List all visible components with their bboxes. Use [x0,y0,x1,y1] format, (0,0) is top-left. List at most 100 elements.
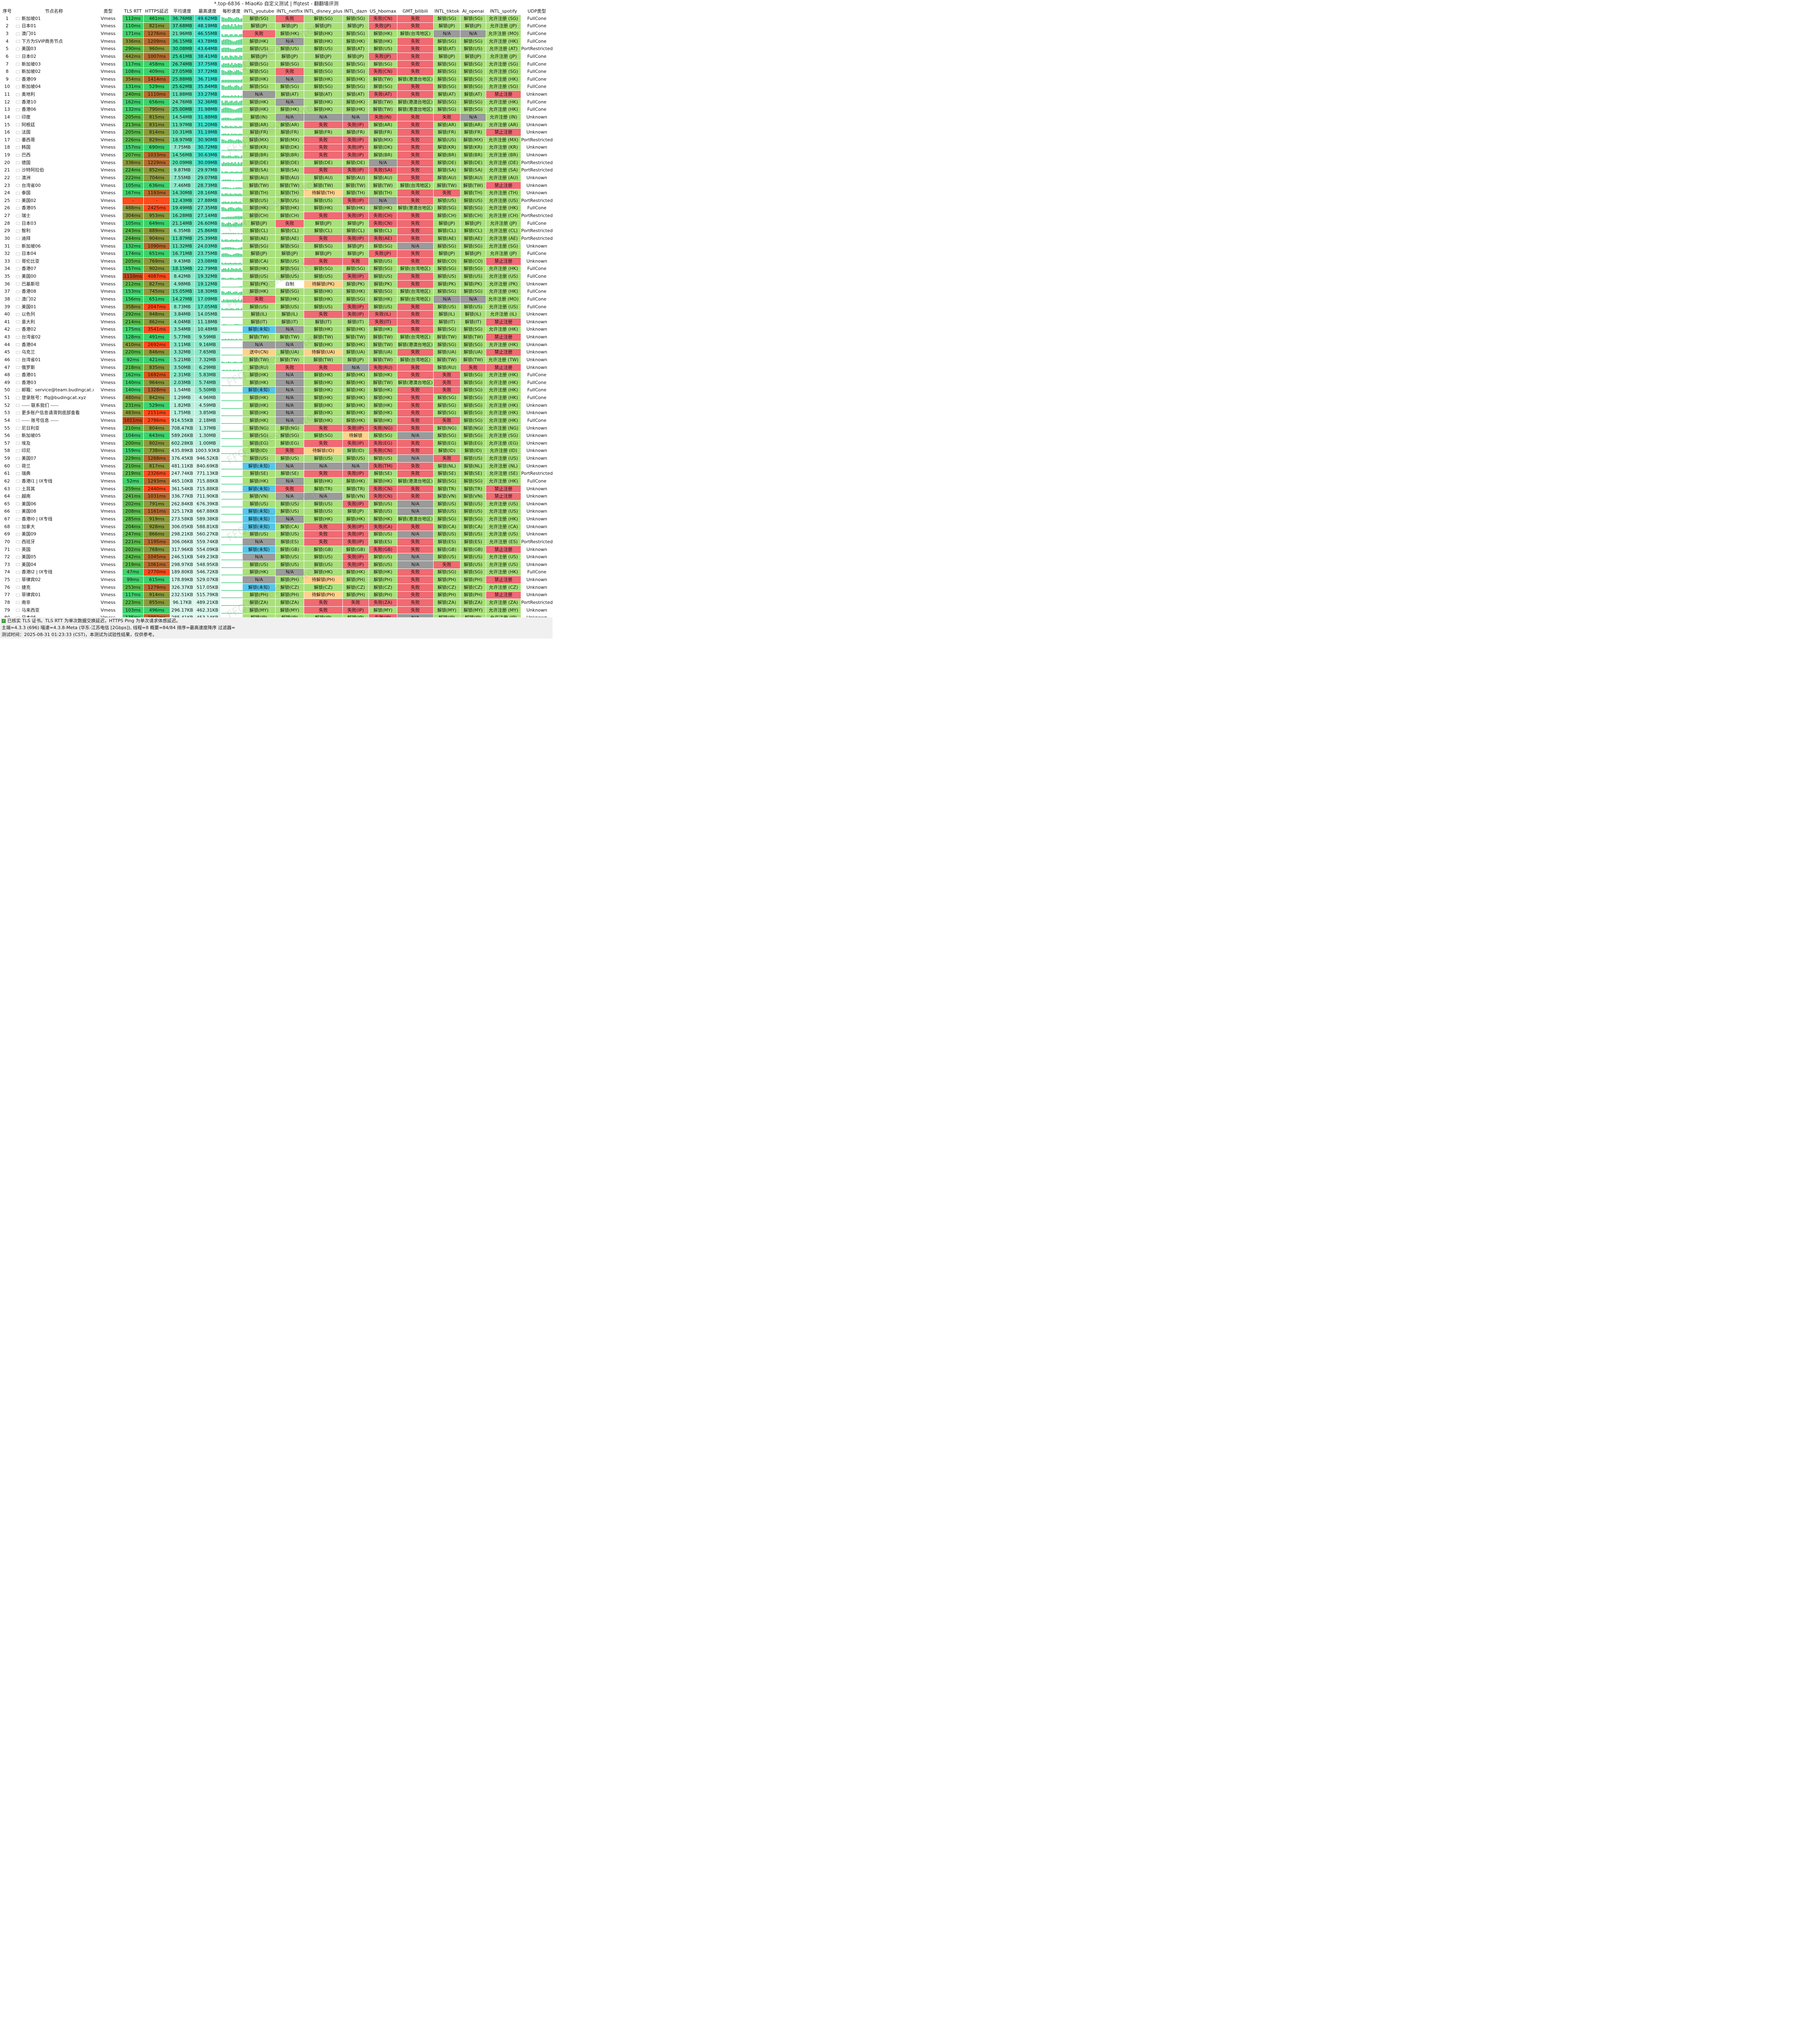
table-row[interactable]: 35 美国00 Vmess 1110ms 4087ms 8.42MB 19.32MB 解锁(U… [0,272,553,281]
table-row[interactable]: 6 日本02 Vmess 442ms 1007ms 25.61MB 38.41MB 解锁(JP… [0,53,553,61]
table-row[interactable]: 1 新加坡01 Vmess 112ms 461ms 36.76MB 49.62MB 解锁(SG… [0,15,553,23]
table-row[interactable]: 27 瑞士 Vmess 304ms 953ms 16.28MB 27.14MB 解锁(CH) 解… [0,212,553,220]
column-header[interactable]: INTL_tiktok [433,7,460,15]
unlock-status: N/A [342,462,369,470]
table-row[interactable]: 37 香港08 Vmess 153ms 745ms 15.05MB 18.30MB 解锁(HK… [0,287,553,296]
column-header[interactable]: 每秒速度 [220,7,243,15]
table-row[interactable]: 68 加拿大 Vmess 204ms 928ms 306.05KB 588.81KB 解锁(未… [0,522,553,531]
table-row[interactable]: 19 巴西 Vmess 207ms 1033ms 14.56MB 30.63MB 解锁(BR)… [0,151,553,159]
table-row[interactable]: 58 印尼 Vmess 159ms 738ms 435.89KB 1003.93KB 解锁(I… [0,447,553,455]
table-row[interactable]: 2 日本01 Vmess 110ms 821ms 37.68MB 48.19MB 解锁(JP)… [0,22,553,31]
table-row[interactable]: 34 香港07 Vmess 157ms 902ms 18.15MB 22.79MB 解锁(HK… [0,265,553,273]
column-header[interactable]: INTL_netflix [275,7,304,15]
table-row[interactable]: 77 菲律宾01 Vmess 117ms 914ms 232.51KB 515.79KB 解锁… [0,591,553,599]
table-row[interactable]: 9 香港09 Vmess 354ms 1414ms 25.88MB 36.71MB 解锁(HK… [0,75,553,83]
table-row[interactable]: 60 荷兰 Vmess 210ms 817ms 481.11KB 840.69KB 解锁(未知… [0,462,553,470]
table-row[interactable]: 5 美国03 Vmess 290ms 960ms 30.08MB 43.64MB 解锁(US)… [0,45,553,53]
table-row[interactable]: 29 智利 Vmess 243ms 889ms 6.35MB 25.86MB 解锁(CL) 解锁… [0,227,553,235]
table-row[interactable]: 11 奥地利 Vmess 240ms 1110ms 11.88MB 33.27MB N/A 解锁… [0,90,553,99]
table-row[interactable]: 21 沙特阿拉伯 Vmess 224ms 852ms 9.87MB 29.97MB 解锁(SA… [0,166,553,175]
table-row[interactable]: 32 日本04 Vmess 174ms 651ms 16.71MB 23.75MB 解锁(JP… [0,250,553,258]
column-header[interactable]: HTTPS延迟 [143,7,170,15]
table-row[interactable]: 22 澳洲 Vmess 222ms 704ms 7.55MB 29.07MB 解锁(AU) 解锁… [0,174,553,182]
table-row[interactable]: 55 尼日利亚 Vmess 210ms 804ms 708.47KB 1.37MB 解锁(NG… [0,424,553,432]
table-row[interactable]: 47 俄罗斯 Vmess 218ms 835ms 3.50MB 6.29MB 解锁(RU) 失败… [0,363,553,372]
table-row[interactable]: 42 香港02 Vmess 175ms 3541ms 3.54MB 10.48MB 解锁(未知… [0,325,553,334]
table-row[interactable]: 56 新加坡05 Vmess 104ms 643ms 589.26KB 1.30MB 解锁(S… [0,432,553,440]
table-row[interactable]: 39 美国01 Vmess 358ms 2047ms 8.73MB 17.05MB 解锁(US… [0,303,553,311]
table-row[interactable]: 15 阿根廷 Vmess 213ms 831ms 11.97MB 31.20MB 解锁(AR)… [0,121,553,129]
table-row[interactable]: 7 新加坡03 Vmess 117ms 458ms 26.74MB 37.75MB 解锁(SG… [0,60,553,68]
table-row[interactable]: 16 法国 Vmess 205ms 814ms 10.31MB 31.19MB 解锁(FR) 解… [0,128,553,136]
table-row[interactable]: 70 西班牙 Vmess 221ms 1195ms 306.06KB 559.74KB N/A… [0,538,553,546]
table-row[interactable]: 43 台湾省02 Vmess 128ms 491ms 5.77MB 9.59MB 解锁(TW)… [0,333,553,341]
table-row[interactable]: 76 捷克 Vmess 253ms 1279ms 326.37KB 517.05KB 解锁(未… [0,583,553,592]
column-header[interactable]: 类型 [94,7,123,15]
table-row[interactable]: 69 美国09 Vmess 247ms 866ms 298.21KB 560.27KB 解锁(… [0,530,553,539]
table-row[interactable]: 26 香港05 Vmess 488ms 2425ms 19.49MB 27.35MB 解锁(H… [0,204,553,213]
table-row[interactable]: 25 美国02 Vmess - -12.43MB 27.88MB 解锁(US) 解锁(US) 解… [0,197,553,205]
table-row[interactable]: 23 台湾省00 Vmess 105ms 636ms 7.46MB 28.73MB 解锁(TW… [0,181,553,190]
table-row[interactable]: 40 以色列 Vmess 292ms 948ms 3.84MB 14.05MB 解锁(IL) 解… [0,310,553,318]
sparkline-bar [223,499,224,500]
table-row[interactable]: 33 哥伦比亚 Vmess 205ms 769ms 9.43MB 23.08MB 解锁(CA)… [0,257,553,265]
table-row[interactable]: 48 香港01 Vmess 162ms 1692ms 2.31MB 5.83MB 解锁(HK)… [0,371,553,379]
unlock-status: 解锁(未知) [242,485,276,493]
table-row[interactable]: 53 更多账户信息请滑到底部查看 Vmess 483ms 2151ms 1.75MB 3.8… [0,409,553,417]
table-row[interactable]: 54 ----- 账号信息 ----- Vmess 1011ms 2786ms 914.5… [0,417,553,425]
column-header[interactable]: TLS RTT [122,7,144,15]
table-row[interactable]: 28 日本03 Vmess 105ms 649ms 21.14MB 26.60MB 解锁(JP… [0,219,553,228]
column-header[interactable]: 最高速度 [194,7,221,15]
table-row[interactable]: 31 新加坡06 Vmess 132ms 1090ms 11.32MB 24.03MB 解锁(… [0,242,553,250]
table-row[interactable]: 78 南非 Vmess 223ms 855ms 96.17KB 489.21KB 解锁(ZA)… [0,599,553,607]
table-row[interactable]: 50 邮箱：service@team.budingcat.xyz Vmess 140m… [0,386,553,395]
table-row[interactable]: 66 美国08 Vmess 208ms 1161ms 325.17KB 667.88KB 解锁… [0,507,553,516]
table-row[interactable]: 51 登录账号：ffq@budingcat.xyz Vmess 480ms 842ms 1… [0,394,553,402]
column-header[interactable]: 节点名称 [14,7,94,15]
table-row[interactable]: 41 意大利 Vmess 214ms 862ms 4.04MB 11.18MB 解锁(IT) 解… [0,318,553,326]
table-row[interactable]: 13 香港06 Vmess 132ms 790ms 25.00MB 31.98MB 解锁(HK… [0,105,553,114]
table-row[interactable]: 36 巴基斯坦 Vmess 212ms 827ms 4.98MB 19.12MB 解锁(PK)… [0,280,553,288]
table-row[interactable]: 71 英国 Vmess 202ms 768ms 317.96KB 554.09KB 解锁(未知… [0,545,553,554]
column-header[interactable]: 序号 [0,7,14,15]
table-row[interactable]: 38 澳门02 Vmess 156ms 651ms 14.27MB 17.09MB 失败 解锁(… [0,295,553,303]
column-header[interactable]: INTL_dazn [342,7,369,15]
table-row[interactable]: 52 ----- 联系我们 ----- Vmess 231ms 529ms 1.82MB 4… [0,401,553,410]
table-row[interactable]: 46 台湾省01 Vmess 92ms 421ms 5.21MB 7.32MB 解锁(TW) 解… [0,356,553,364]
column-header[interactable]: 平均速度 [170,7,195,15]
table-row[interactable]: 44 香港04 Vmess 410ms 2692ms 3.11MB 9.16MB N/A N/A… [0,340,553,349]
column-header[interactable]: US_hbomax [368,7,397,15]
table-row[interactable]: 62 香港I1 | IX专线 Vmess 52ms 1293ms 465.10KB 715.… [0,477,553,485]
table-row[interactable]: 64 越南 Vmess 241ms 1031ms 336.77KB 711.90KB 解锁(V… [0,492,553,500]
column-header[interactable]: GMT_bilibili [397,7,434,15]
table-row[interactable]: 75 菲律宾02 Vmess 99ms 615ms 178.89KB 529.07KB N/A… [0,576,553,584]
table-row[interactable]: 14 印度 Vmess 205ms 815ms 14.54MB 31.88MB 解锁(IN) N… [0,113,553,121]
table-row[interactable]: 72 美国05 Vmess 242ms 1045ms 246.51KB 549.23KB N/… [0,553,553,561]
column-header[interactable]: AI_openai [460,7,486,15]
table-row[interactable]: 4 下方为SVIP商务节点 Vmess 336ms 1209ms 36.15MB 43.78… [0,37,553,46]
table-row[interactable]: 79 马来西亚 Vmess 103ms 496ms 296.17KB 462.31KB 解锁(… [0,606,553,614]
table-row[interactable]: 65 美国06 Vmess 202ms 791ms 262.84KB 676.39KB 解锁(… [0,500,553,508]
table-row[interactable]: 3 澳门01 Vmess 171ms 1276ms 21.96MB 46.55MB 失败 解锁(… [0,30,553,38]
table-row[interactable]: 8 新加坡02 Vmess 108ms 409ms 27.05MB 37.72MB 解锁(SG… [0,68,553,76]
table-row[interactable]: 24 泰国 Vmess 167ms 1193ms 14.30MB 28.16MB 解锁(TH)… [0,189,553,197]
table-row[interactable]: 49 香港03 Vmess 140ms 964ms 2.03MB 5.74MB 解锁(HK) N… [0,379,553,387]
column-header[interactable]: UDP类型 [521,7,553,15]
table-row[interactable]: 57 埃及 Vmess 200ms 802ms 602.28KB 1.00MB 解锁(EG) 解… [0,439,553,448]
table-row[interactable]: 17 墨西哥 Vmess 226ms 829ms 18.97MB 30.90MB 解锁(MX)… [0,136,553,144]
table-row[interactable]: 61 瑞典 Vmess 219ms 2326ms 247.74KB 771.13KB 解锁(S… [0,470,553,478]
column-header[interactable]: INTL_disney_plus [304,7,343,15]
table-row[interactable]: 63 土耳其 Vmess 259ms 2440ms 361.54KB 715.88KB 解锁(… [0,485,553,493]
table-row[interactable]: 30 迪拜 Vmess 244ms 904ms 11.87MB 25.39MB 解锁(AE) 解… [0,235,553,243]
column-header[interactable]: INTL_youtube [242,7,276,15]
table-row[interactable]: 18 韩国 Vmess 157ms 690ms 7.75MB 30.72MB 解锁(KR) 解锁… [0,143,553,152]
table-row[interactable]: 74 香港I2 | IX专线 Vmess 47ms 2770ms 189.80KB 546.… [0,568,553,577]
table-row[interactable]: 67 香港I0 | IX专线 Vmess 285ms 919ms 273.58KB 589.… [0,515,553,523]
table-row[interactable]: 73 美国04 Vmess 219ms 1061ms 298.97KB 548.95KB 解锁… [0,561,553,569]
table-row[interactable]: 45 乌克兰 Vmess 220ms 846ms 3.32MB 7.65MB 送中(CN) 解锁… [0,348,553,357]
column-header[interactable]: INTL_spotify [486,7,521,15]
table-row[interactable]: 12 香港10 Vmess 162ms 656ms 24.76MB 32.36MB 解锁(HK… [0,98,553,106]
table-row[interactable]: 59 美国07 Vmess 229ms 1268ms 376.45KB 946.52KB 解锁… [0,454,553,463]
table-row[interactable]: 10 新加坡04 Vmess 131ms 529ms 25.62MB 35.84MB 解锁(S… [0,83,553,91]
table-row[interactable]: 20 德国 Vmess 336ms 1229ms 20.09MB 30.09MB 解锁(DE)… [0,158,553,167]
